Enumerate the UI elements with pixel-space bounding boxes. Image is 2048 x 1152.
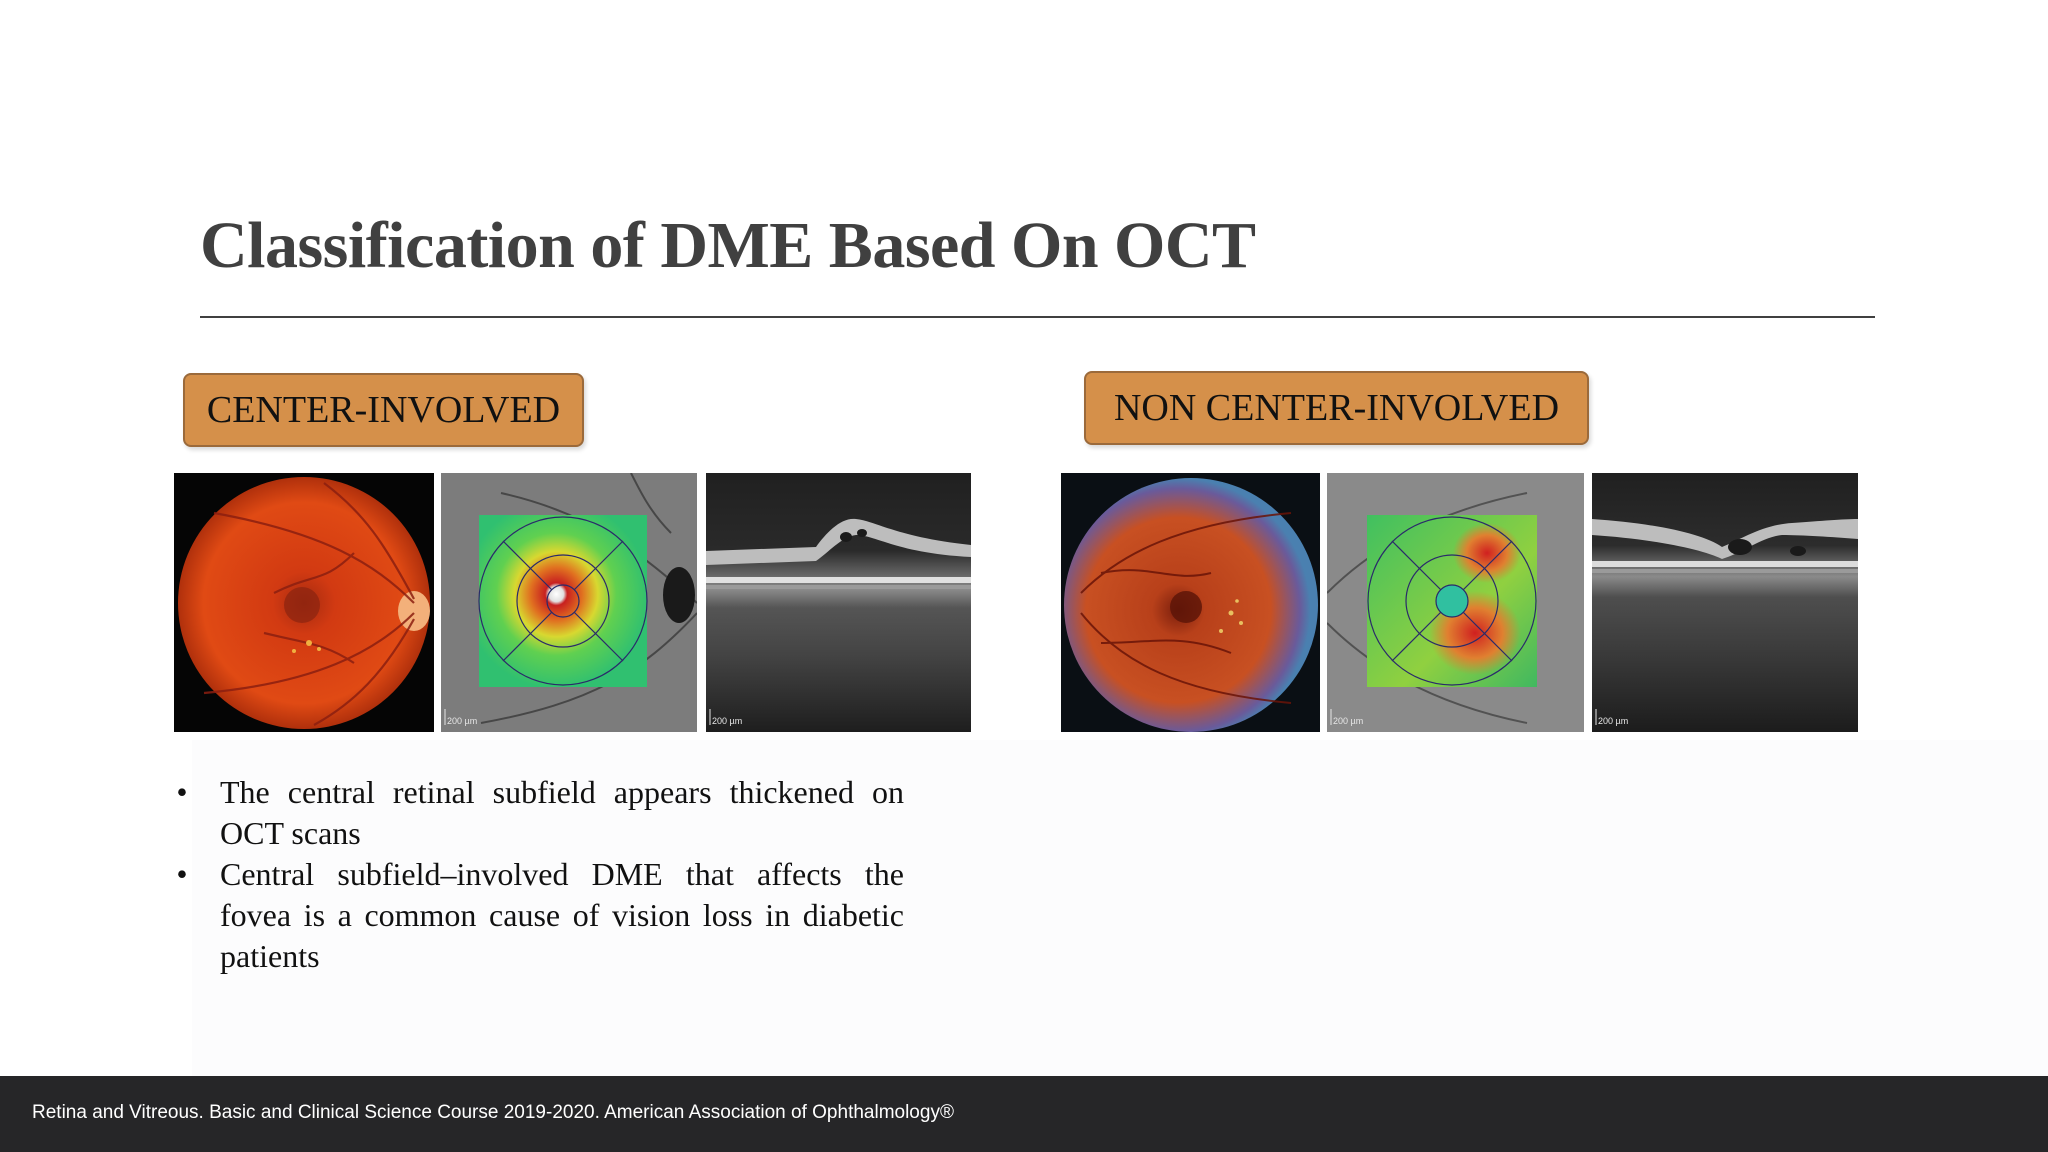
bullet-text: Central subfield–involved DME that affec… — [220, 856, 904, 974]
non-center-thickness-map: 200 µm — [1327, 473, 1584, 732]
center-fundus-photo — [174, 473, 434, 732]
title-divider — [200, 316, 1875, 318]
bullet-glyph: • — [176, 856, 188, 892]
bullet-glyph: • — [176, 774, 188, 810]
footer-citation: Retina and Vitreous. Basic and Clinical … — [32, 1102, 954, 1123]
bullet-text: The central retinal subfield appears thi… — [220, 774, 904, 851]
slide-title: Classification of DME Based On OCT — [200, 209, 1256, 282]
center-involved-label-text: CENTER-INVOLVED — [206, 389, 561, 431]
center-involved-label: CENTER-INVOLVED — [183, 373, 584, 447]
footer-bar: Retina and Vitreous. Basic and Clinical … — [0, 1076, 2048, 1152]
bullet-item: • Central subfield–involved DME that aff… — [168, 854, 904, 977]
non-center-fundus-photo — [1061, 473, 1320, 732]
center-involved-description-list: • The central retinal subfield appears t… — [168, 772, 904, 977]
center-oct-scan: 200 µm — [706, 473, 971, 732]
center-oct-scan-scale: 200 µm — [712, 716, 742, 726]
non-center-involved-label-text: NON CENTER-INVOLVED — [1113, 387, 1560, 429]
bullet-item: • The central retinal subfield appears t… — [168, 772, 904, 854]
non-center-oct-scan-scale: 200 µm — [1598, 716, 1628, 726]
center-thickness-map-scale: 200 µm — [447, 716, 477, 726]
center-thickness-map: 200 µm — [441, 473, 697, 732]
non-center-involved-label: NON CENTER-INVOLVED — [1084, 371, 1589, 445]
non-center-thickness-map-scale: 200 µm — [1333, 716, 1363, 726]
non-center-oct-scan: 200 µm — [1592, 473, 1858, 732]
content-background — [192, 740, 2048, 1076]
